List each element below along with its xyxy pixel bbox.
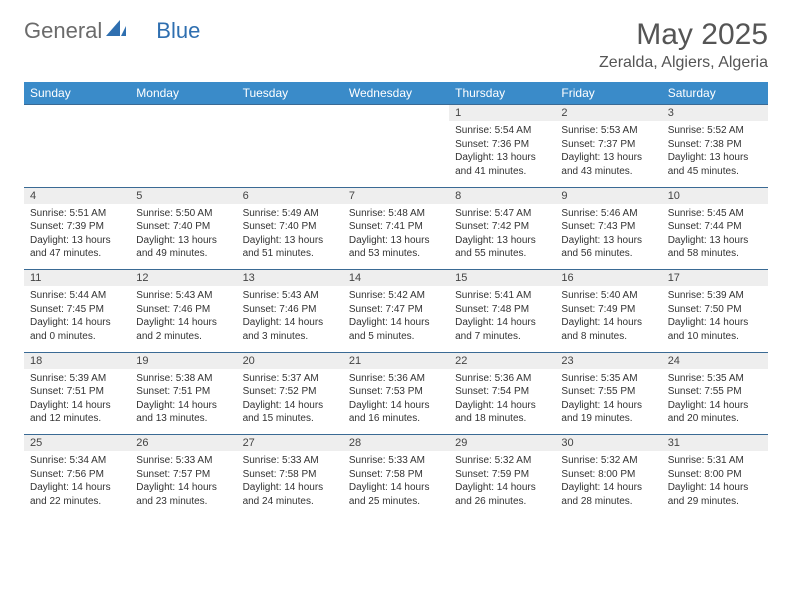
day-info-cell: Sunrise: 5:35 AMSunset: 7:55 PMDaylight:… bbox=[662, 369, 768, 435]
daynum-row: 123 bbox=[24, 105, 768, 122]
day-number-cell: 16 bbox=[555, 270, 661, 287]
day-info-cell: Sunrise: 5:44 AMSunset: 7:45 PMDaylight:… bbox=[24, 286, 130, 352]
day-info-cell: Sunrise: 5:32 AMSunset: 7:59 PMDaylight:… bbox=[449, 451, 555, 517]
day-info-cell: Sunrise: 5:45 AMSunset: 7:44 PMDaylight:… bbox=[662, 204, 768, 270]
day-info-cell: Sunrise: 5:48 AMSunset: 7:41 PMDaylight:… bbox=[343, 204, 449, 270]
day-info-cell: Sunrise: 5:46 AMSunset: 7:43 PMDaylight:… bbox=[555, 204, 661, 270]
day-number-cell: 29 bbox=[449, 435, 555, 452]
day-number-cell: 14 bbox=[343, 270, 449, 287]
day-number-cell: 10 bbox=[662, 187, 768, 204]
day-info-cell: Sunrise: 5:50 AMSunset: 7:40 PMDaylight:… bbox=[130, 204, 236, 270]
day-number-cell: 11 bbox=[24, 270, 130, 287]
weekday-header: Monday bbox=[130, 82, 236, 105]
day-info-cell bbox=[237, 121, 343, 187]
day-number-cell: 28 bbox=[343, 435, 449, 452]
brand-part2: Blue bbox=[156, 18, 200, 44]
day-number-cell bbox=[237, 105, 343, 122]
info-row: Sunrise: 5:54 AMSunset: 7:36 PMDaylight:… bbox=[24, 121, 768, 187]
calendar-table: SundayMondayTuesdayWednesdayThursdayFrid… bbox=[24, 82, 768, 517]
day-info-cell: Sunrise: 5:41 AMSunset: 7:48 PMDaylight:… bbox=[449, 286, 555, 352]
day-info-cell: Sunrise: 5:37 AMSunset: 7:52 PMDaylight:… bbox=[237, 369, 343, 435]
day-info-cell bbox=[343, 121, 449, 187]
day-info-cell: Sunrise: 5:43 AMSunset: 7:46 PMDaylight:… bbox=[237, 286, 343, 352]
day-info-cell: Sunrise: 5:36 AMSunset: 7:54 PMDaylight:… bbox=[449, 369, 555, 435]
info-row: Sunrise: 5:44 AMSunset: 7:45 PMDaylight:… bbox=[24, 286, 768, 352]
day-number-cell: 19 bbox=[130, 352, 236, 369]
day-info-cell: Sunrise: 5:40 AMSunset: 7:49 PMDaylight:… bbox=[555, 286, 661, 352]
calendar-body: 123 Sunrise: 5:54 AMSunset: 7:36 PMDayli… bbox=[24, 105, 768, 518]
daynum-row: 45678910 bbox=[24, 187, 768, 204]
day-number-cell: 18 bbox=[24, 352, 130, 369]
day-info-cell: Sunrise: 5:39 AMSunset: 7:50 PMDaylight:… bbox=[662, 286, 768, 352]
day-number-cell: 24 bbox=[662, 352, 768, 369]
day-info-cell bbox=[24, 121, 130, 187]
day-number-cell: 5 bbox=[130, 187, 236, 204]
day-info-cell: Sunrise: 5:34 AMSunset: 7:56 PMDaylight:… bbox=[24, 451, 130, 517]
day-number-cell: 6 bbox=[237, 187, 343, 204]
day-number-cell: 9 bbox=[555, 187, 661, 204]
info-row: Sunrise: 5:34 AMSunset: 7:56 PMDaylight:… bbox=[24, 451, 768, 517]
weekday-header: Saturday bbox=[662, 82, 768, 105]
day-info-cell: Sunrise: 5:36 AMSunset: 7:53 PMDaylight:… bbox=[343, 369, 449, 435]
day-number-cell: 17 bbox=[662, 270, 768, 287]
day-info-cell: Sunrise: 5:32 AMSunset: 8:00 PMDaylight:… bbox=[555, 451, 661, 517]
daynum-row: 18192021222324 bbox=[24, 352, 768, 369]
day-info-cell: Sunrise: 5:39 AMSunset: 7:51 PMDaylight:… bbox=[24, 369, 130, 435]
day-number-cell bbox=[24, 105, 130, 122]
info-row: Sunrise: 5:39 AMSunset: 7:51 PMDaylight:… bbox=[24, 369, 768, 435]
day-number-cell: 21 bbox=[343, 352, 449, 369]
day-number-cell: 1 bbox=[449, 105, 555, 122]
day-number-cell: 25 bbox=[24, 435, 130, 452]
day-info-cell: Sunrise: 5:38 AMSunset: 7:51 PMDaylight:… bbox=[130, 369, 236, 435]
day-number-cell: 8 bbox=[449, 187, 555, 204]
day-number-cell: 4 bbox=[24, 187, 130, 204]
day-info-cell: Sunrise: 5:33 AMSunset: 7:57 PMDaylight:… bbox=[130, 451, 236, 517]
brand-sail-icon bbox=[106, 20, 126, 43]
day-number-cell: 31 bbox=[662, 435, 768, 452]
day-info-cell: Sunrise: 5:51 AMSunset: 7:39 PMDaylight:… bbox=[24, 204, 130, 270]
day-info-cell: Sunrise: 5:33 AMSunset: 7:58 PMDaylight:… bbox=[343, 451, 449, 517]
header-bar: General Blue May 2025 Zeralda, Algiers, … bbox=[24, 18, 768, 72]
day-number-cell: 12 bbox=[130, 270, 236, 287]
weekday-header-row: SundayMondayTuesdayWednesdayThursdayFrid… bbox=[24, 82, 768, 105]
daynum-row: 11121314151617 bbox=[24, 270, 768, 287]
weekday-header: Thursday bbox=[449, 82, 555, 105]
day-info-cell: Sunrise: 5:52 AMSunset: 7:38 PMDaylight:… bbox=[662, 121, 768, 187]
weekday-header: Wednesday bbox=[343, 82, 449, 105]
day-number-cell: 23 bbox=[555, 352, 661, 369]
day-info-cell: Sunrise: 5:42 AMSunset: 7:47 PMDaylight:… bbox=[343, 286, 449, 352]
weekday-header: Tuesday bbox=[237, 82, 343, 105]
day-info-cell: Sunrise: 5:49 AMSunset: 7:40 PMDaylight:… bbox=[237, 204, 343, 270]
day-info-cell: Sunrise: 5:31 AMSunset: 8:00 PMDaylight:… bbox=[662, 451, 768, 517]
day-info-cell: Sunrise: 5:33 AMSunset: 7:58 PMDaylight:… bbox=[237, 451, 343, 517]
day-number-cell bbox=[343, 105, 449, 122]
day-info-cell: Sunrise: 5:35 AMSunset: 7:55 PMDaylight:… bbox=[555, 369, 661, 435]
header-right: May 2025 Zeralda, Algiers, Algeria bbox=[599, 18, 768, 72]
day-number-cell: 3 bbox=[662, 105, 768, 122]
day-number-cell: 7 bbox=[343, 187, 449, 204]
day-number-cell: 13 bbox=[237, 270, 343, 287]
weekday-header: Friday bbox=[555, 82, 661, 105]
day-info-cell bbox=[130, 121, 236, 187]
day-number-cell bbox=[130, 105, 236, 122]
brand-logo: General Blue bbox=[24, 18, 200, 44]
day-info-cell: Sunrise: 5:47 AMSunset: 7:42 PMDaylight:… bbox=[449, 204, 555, 270]
page-title: May 2025 bbox=[599, 18, 768, 52]
day-number-cell: 2 bbox=[555, 105, 661, 122]
weekday-header: Sunday bbox=[24, 82, 130, 105]
day-number-cell: 20 bbox=[237, 352, 343, 369]
day-number-cell: 30 bbox=[555, 435, 661, 452]
day-number-cell: 22 bbox=[449, 352, 555, 369]
daynum-row: 25262728293031 bbox=[24, 435, 768, 452]
day-info-cell: Sunrise: 5:54 AMSunset: 7:36 PMDaylight:… bbox=[449, 121, 555, 187]
day-number-cell: 26 bbox=[130, 435, 236, 452]
day-number-cell: 27 bbox=[237, 435, 343, 452]
day-info-cell: Sunrise: 5:43 AMSunset: 7:46 PMDaylight:… bbox=[130, 286, 236, 352]
info-row: Sunrise: 5:51 AMSunset: 7:39 PMDaylight:… bbox=[24, 204, 768, 270]
day-number-cell: 15 bbox=[449, 270, 555, 287]
brand-part1: General bbox=[24, 18, 102, 44]
location-text: Zeralda, Algiers, Algeria bbox=[599, 54, 768, 72]
day-info-cell: Sunrise: 5:53 AMSunset: 7:37 PMDaylight:… bbox=[555, 121, 661, 187]
